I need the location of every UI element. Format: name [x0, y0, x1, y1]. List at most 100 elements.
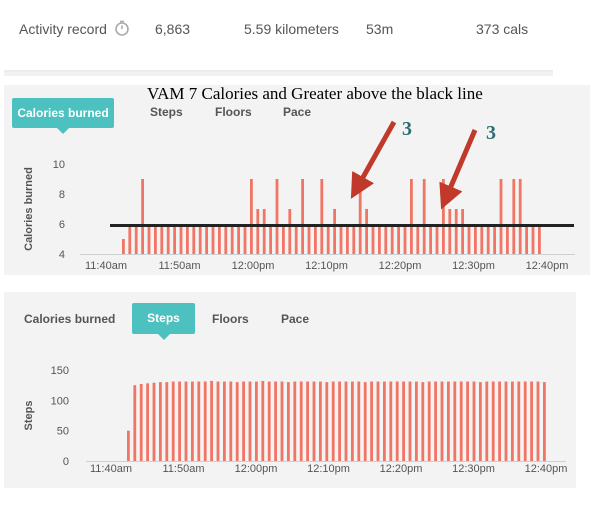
bar — [408, 381, 412, 461]
y-axis-title: Steps — [23, 401, 35, 431]
bar — [531, 224, 535, 254]
x-tick-label: 12:40pm — [525, 463, 568, 475]
bar — [261, 380, 265, 461]
duration-value: 53m — [366, 21, 394, 37]
bar — [376, 381, 380, 461]
bar — [154, 224, 157, 254]
bar — [306, 381, 309, 461]
y-tick-label: 10 — [53, 159, 65, 171]
bar — [333, 209, 336, 254]
bar — [171, 381, 175, 461]
bar — [397, 224, 400, 254]
tab-steps[interactable]: Steps — [132, 303, 195, 340]
bar — [491, 381, 495, 461]
bar — [237, 224, 240, 254]
bar — [427, 381, 431, 461]
bar — [280, 381, 284, 461]
bar — [223, 381, 226, 461]
bar — [250, 179, 253, 254]
tab-calories-burned[interactable]: Calories burned — [24, 312, 116, 326]
bar — [166, 224, 170, 254]
bar — [301, 179, 304, 254]
tab-pace[interactable]: Pace — [281, 312, 310, 326]
x-tick-label: 12:30pm — [452, 463, 495, 475]
bar — [243, 224, 247, 254]
bar — [299, 381, 303, 461]
bar — [314, 224, 317, 254]
bar — [307, 224, 311, 254]
tab-floors[interactable]: Floors — [212, 312, 249, 326]
bar — [173, 224, 176, 254]
x-tick-label: 12:00pm — [232, 260, 275, 272]
bar — [429, 224, 432, 254]
bar — [325, 382, 329, 461]
bar — [459, 381, 463, 461]
tab-pace[interactable]: Pace — [283, 105, 312, 119]
bar — [256, 209, 260, 254]
arrow-left — [350, 120, 397, 199]
bar — [440, 381, 444, 461]
bar — [498, 381, 501, 461]
bar — [421, 382, 425, 461]
bar — [389, 381, 393, 461]
bar — [402, 381, 405, 461]
bar — [486, 224, 490, 254]
bar — [371, 224, 375, 254]
bar — [474, 224, 477, 254]
bar — [203, 381, 207, 461]
bar — [146, 383, 149, 461]
bar — [205, 224, 208, 254]
bar — [383, 381, 386, 461]
bar — [467, 224, 471, 254]
bar — [159, 382, 162, 461]
bar — [493, 224, 496, 254]
x-tick-label: 11:40am — [90, 463, 132, 475]
bar — [365, 209, 368, 254]
tab-steps[interactable]: Steps — [150, 105, 183, 119]
bar — [229, 381, 233, 461]
x-tick-label: 12:10pm — [307, 463, 350, 475]
bar — [339, 224, 343, 254]
timer-icon — [114, 20, 130, 41]
tab-calories-burned[interactable]: Calories burned — [12, 98, 114, 134]
calories-bar-chart: 4 6 8 10 Calories burned 11:40am 11:50am 12:00p… — [23, 159, 575, 272]
bar — [133, 385, 137, 461]
bar — [274, 381, 277, 461]
bar — [255, 381, 258, 461]
bar — [395, 381, 399, 461]
bar — [442, 179, 445, 254]
bar — [267, 381, 271, 461]
bar — [378, 224, 381, 254]
x-tick-label: 12:10pm — [305, 260, 348, 272]
bar — [128, 224, 132, 254]
bar — [357, 381, 361, 461]
bar — [235, 382, 239, 461]
bar — [224, 224, 228, 254]
y-tick-label: 50 — [57, 426, 69, 438]
calories-value: 373 cals — [476, 21, 529, 37]
bar — [269, 224, 272, 254]
bar — [363, 382, 367, 461]
bar — [447, 381, 450, 461]
bar — [312, 381, 316, 461]
annotation-marker-left: 3 — [402, 118, 412, 140]
bar — [453, 381, 457, 461]
x-tick-label: 11:40am — [85, 260, 127, 272]
tab-floors[interactable]: Floors — [215, 105, 252, 119]
bar — [326, 224, 330, 254]
y-tick-label: 150 — [51, 365, 69, 377]
bar — [331, 381, 335, 461]
bar — [530, 381, 533, 461]
annotation-marker-right: 3 — [486, 122, 496, 144]
bar — [282, 224, 285, 254]
x-tick-label: 11:50am — [163, 463, 205, 475]
bar — [165, 382, 169, 461]
distance-value: 5.59 kilometers — [244, 21, 339, 37]
x-tick-label: 12:40pm — [526, 260, 569, 272]
arrow-right — [439, 129, 478, 210]
bar — [410, 179, 413, 254]
bar — [122, 239, 125, 254]
x-tick-label: 12:20pm — [380, 463, 423, 475]
bar — [198, 224, 202, 254]
activity-record-label: Activity record — [19, 21, 107, 37]
